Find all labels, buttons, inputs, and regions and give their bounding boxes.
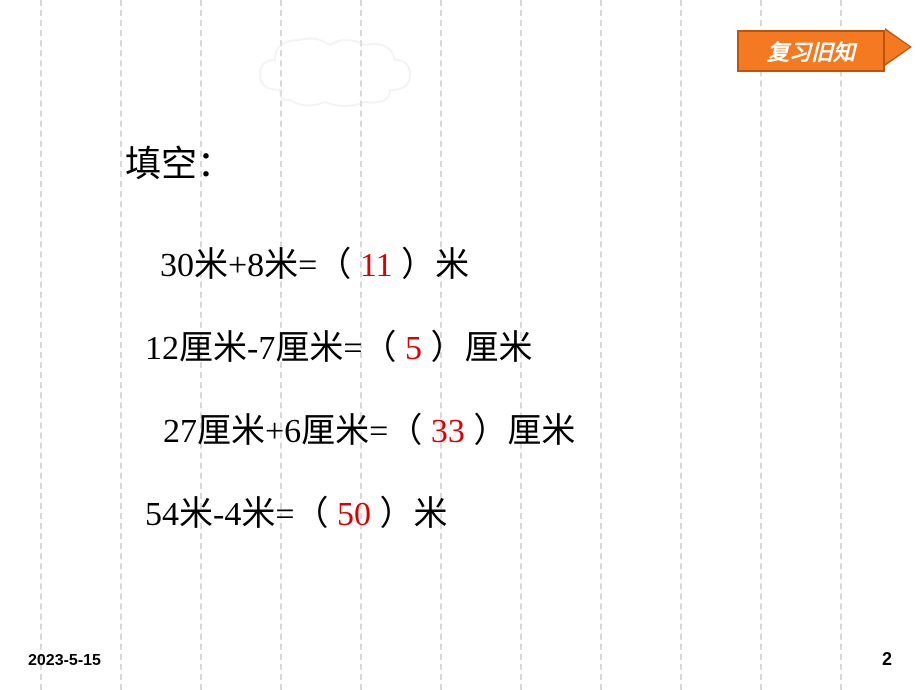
- eq3-prefix: 27厘米+6厘米=（: [163, 413, 431, 450]
- eq2-prefix: 12厘米-7厘米=（: [145, 330, 405, 367]
- eq4-prefix: 54米-4米=（: [145, 496, 337, 533]
- eq1-prefix: 30米+8米=（: [160, 247, 360, 284]
- eq4-suffix: ）米: [371, 496, 448, 533]
- footer-date: 2023-5-15: [28, 652, 101, 670]
- equation-4: 54米-4米=（ 50 ）米: [145, 486, 825, 535]
- eq4-answer: 50: [337, 496, 371, 533]
- eq3-suffix: ）厘米: [465, 413, 576, 450]
- badge-text: 复习旧知: [767, 40, 855, 65]
- equation-1: 30米+8米=（ 11 ）米: [160, 237, 825, 286]
- badge-arrow: [885, 30, 910, 64]
- eq2-suffix: ）厘米: [422, 330, 533, 367]
- eq1-answer: 11: [360, 247, 393, 284]
- eq1-suffix: ）米: [393, 247, 470, 284]
- header-badge: 复习旧知: [737, 30, 885, 72]
- main-content: 填空： 30米+8米=（ 11 ）米 12厘米-7厘米=（ 5 ）厘米 27厘米…: [125, 135, 825, 569]
- cloud-decoration: [250, 30, 420, 120]
- section-title: 填空：: [125, 135, 825, 187]
- footer-page-number: 2: [882, 649, 892, 670]
- equation-3: 27厘米+6厘米=（ 33 ）厘米: [163, 403, 825, 452]
- eq3-answer: 33: [431, 413, 465, 450]
- equation-2: 12厘米-7厘米=（ 5 ）厘米: [145, 320, 825, 369]
- eq2-answer: 5: [405, 330, 422, 367]
